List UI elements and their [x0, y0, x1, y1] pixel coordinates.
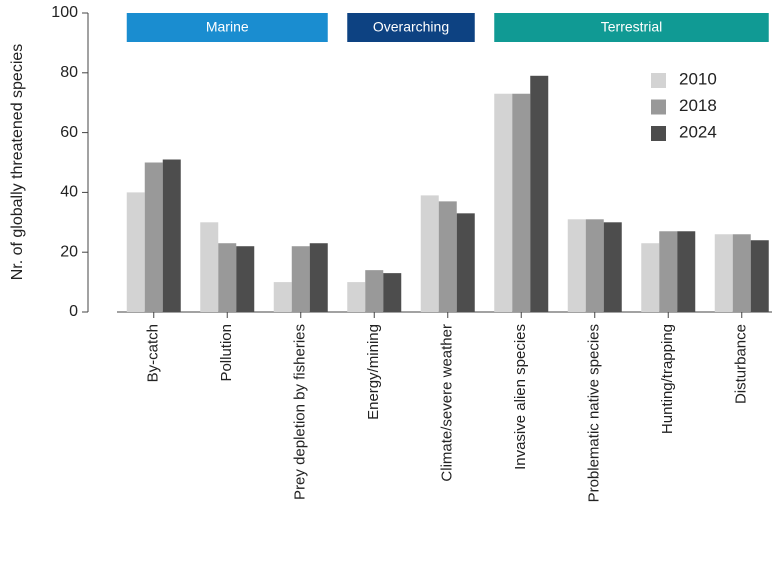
- x-tick-label: Disturbance: [733, 324, 750, 404]
- legend-swatch: [651, 126, 666, 141]
- bar: [641, 243, 660, 312]
- x-tick-label: Hunting/trapping: [659, 324, 676, 434]
- legend-swatch: [651, 99, 666, 115]
- bar: [126, 192, 145, 312]
- bar: [383, 273, 402, 312]
- bar: [218, 243, 237, 312]
- bar: [273, 282, 292, 312]
- bar: [347, 282, 366, 312]
- bar: [512, 93, 531, 312]
- x-tick-label: Prey depletion by fisheries: [292, 324, 309, 500]
- bar: [162, 159, 181, 312]
- group-label: Terrestrial: [601, 19, 662, 35]
- y-tick-label: 80: [60, 64, 78, 81]
- x-tick-label: By-catch: [145, 324, 162, 382]
- legend-label: 2024: [679, 122, 717, 141]
- bar: [144, 162, 163, 312]
- bar: [291, 246, 310, 312]
- bar: [456, 213, 475, 312]
- x-tick-label: Pollution: [218, 324, 235, 382]
- bar: [585, 219, 604, 312]
- legend-swatch: [651, 73, 666, 88]
- bar: [567, 219, 586, 312]
- y-tick-label: 20: [60, 243, 78, 260]
- y-axis-label: Nr. of globally threatened species: [9, 44, 26, 281]
- bar: [494, 93, 513, 312]
- group-header: [126, 13, 328, 42]
- bar: [659, 231, 678, 312]
- y-tick-label: 100: [51, 4, 78, 21]
- bar: [603, 222, 622, 312]
- legend-label: 2018: [679, 96, 717, 115]
- y-tick-label: 40: [60, 184, 78, 201]
- bar: [236, 246, 255, 312]
- x-tick-label: Climate/severe weather: [439, 324, 456, 482]
- bar: [420, 195, 439, 312]
- x-tick-label: Invasive alien species: [512, 324, 529, 470]
- y-tick-label: 0: [69, 303, 78, 320]
- bar: [732, 234, 751, 312]
- group-header: [347, 13, 475, 42]
- y-tick-label: 60: [60, 124, 78, 141]
- bar: [677, 231, 696, 312]
- legend-label: 2010: [679, 69, 717, 88]
- bar: [530, 75, 549, 312]
- bar: [714, 234, 733, 312]
- x-tick-label: Energy/mining: [365, 324, 382, 420]
- bar: [365, 270, 384, 312]
- bar: [750, 240, 769, 312]
- bar: [200, 222, 219, 312]
- x-tick-label: Problematic native species: [586, 324, 603, 502]
- bar: [438, 201, 457, 312]
- group-label: Overarching: [373, 19, 449, 35]
- bar: [309, 243, 328, 312]
- group-header: [494, 13, 769, 42]
- group-label: Marine: [206, 19, 249, 35]
